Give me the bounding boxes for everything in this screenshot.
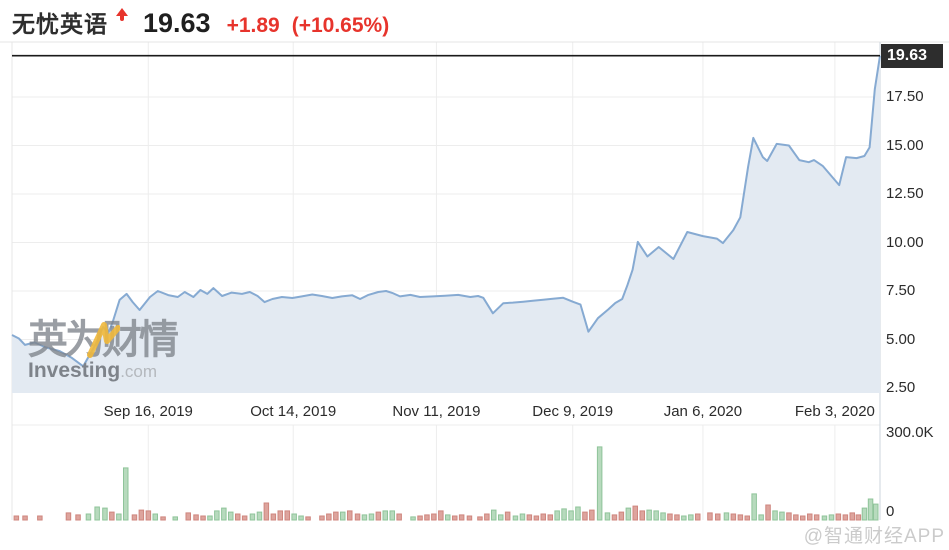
x-axis-tick-label: Dec 9, 2019 bbox=[532, 403, 614, 420]
y-axis-tick-label: 7.50 bbox=[886, 282, 916, 299]
price-area-series bbox=[11, 55, 881, 393]
y-axis-tick-label: 5.00 bbox=[886, 330, 916, 348]
y-axis-tick-label: 10.00 bbox=[886, 233, 924, 251]
current-price-tag: 19.63 bbox=[881, 44, 943, 68]
x-axis-tick-label: Nov 11, 2019 bbox=[392, 403, 481, 420]
up-arrow-icon bbox=[115, 8, 129, 24]
y-axis-tick-label: 2.50 bbox=[886, 379, 916, 396]
volume-bars bbox=[13, 446, 879, 521]
credit-watermark: @智通财经APP bbox=[803, 526, 945, 547]
x-axis-tick-label: Oct 14, 2019 bbox=[250, 403, 337, 420]
x-axis-tick-label: Feb 3, 2020 bbox=[794, 403, 875, 420]
stock-name: 无忧英语 bbox=[12, 11, 108, 37]
watermark-en-text: Investing.com bbox=[28, 359, 158, 382]
y-axis-tick-label: 17.50 bbox=[886, 88, 924, 105]
x-axis-tick-label: Jan 6, 2020 bbox=[663, 403, 743, 420]
y-axis-tick-label: 15.00 bbox=[886, 136, 924, 154]
price-change: +1.89 bbox=[226, 14, 280, 37]
stock-header: 无忧英语 19.63 +1.89 (+10.65%) bbox=[12, 5, 389, 39]
volume-axis-zero-label: 0 bbox=[886, 503, 895, 520]
price-change-percent: (+10.65%) bbox=[291, 14, 390, 37]
x-axis-tick-label: Sep 16, 2019 bbox=[103, 403, 193, 420]
y-axis-tick-label: 12.50 bbox=[886, 185, 924, 202]
volume-axis-max-label: 300.0K bbox=[886, 424, 934, 441]
watermark-cn-text: 英为财情 bbox=[28, 318, 179, 362]
investing-watermark: 英为财情 Investing.com bbox=[28, 318, 179, 383]
watermark-yellow-mark-icon bbox=[87, 322, 120, 358]
last-price: 19.63 bbox=[143, 8, 211, 38]
